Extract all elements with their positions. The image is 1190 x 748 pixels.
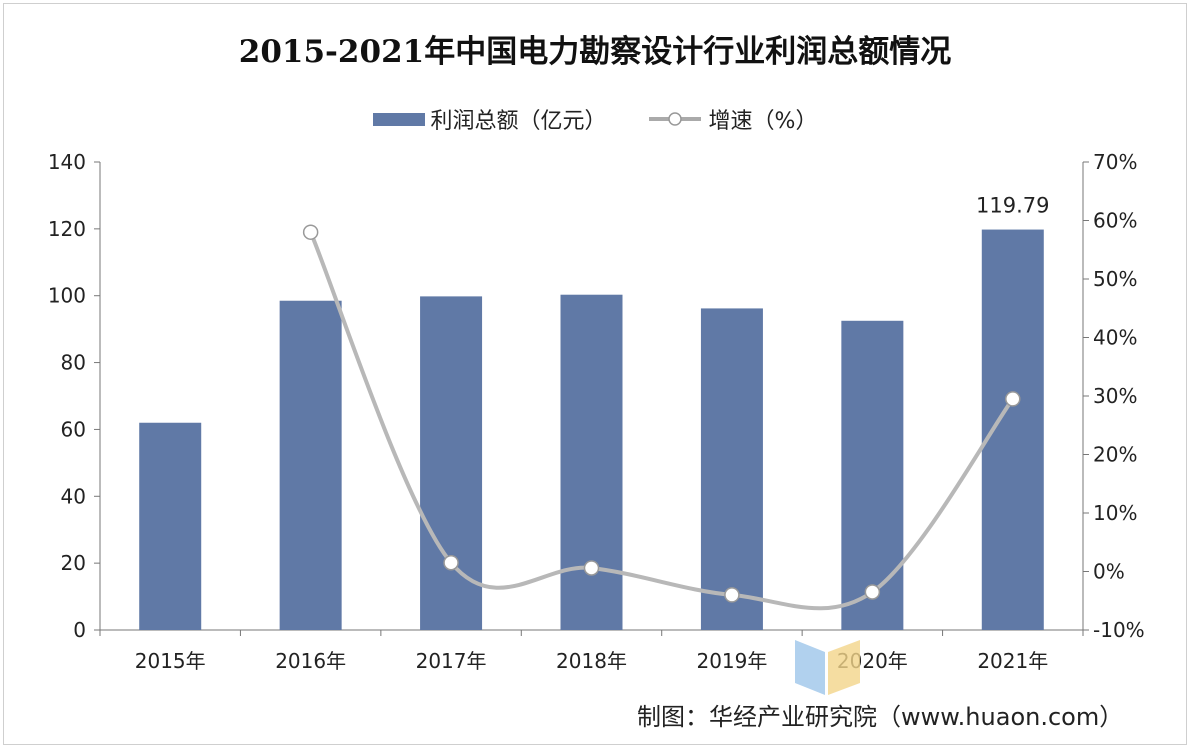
left-tick-label: 60 [61, 417, 86, 441]
x-tick-label: 2021年 [977, 649, 1048, 673]
right-tick-label: 0% [1093, 560, 1125, 584]
left-tick-label: 40 [61, 484, 86, 508]
legend-line-swatch [648, 112, 701, 126]
right-tick-label: 30% [1093, 384, 1137, 408]
bar [279, 300, 342, 630]
left-tick-label: 140 [48, 150, 86, 174]
growth-point [864, 584, 881, 600]
left-tick-label: 120 [48, 217, 86, 241]
right-tick-label: 50% [1093, 267, 1137, 291]
right-tick-label: -10% [1093, 618, 1145, 642]
growth-line [308, 231, 1015, 611]
legend-item-growth: 增速（%） [647, 103, 818, 135]
chart-title: 2015-2021年中国电力勘察设计行业利润总额情况 [238, 34, 952, 70]
legend-item-profit: 利润总额（亿元） [372, 103, 607, 135]
watermark-logo [828, 640, 860, 695]
growth-point [302, 224, 319, 240]
right-tick-label: 70% [1093, 150, 1137, 174]
left-tick-label: 0 [73, 618, 86, 642]
bar [841, 320, 904, 630]
right-tick-label: 10% [1093, 501, 1137, 525]
right-tick-label: 40% [1093, 326, 1137, 350]
x-tick-label: 2017年 [416, 649, 487, 673]
legend-bar-swatch [372, 112, 425, 126]
left-tick-label: 20 [61, 551, 86, 575]
legend-label: 利润总额（亿元） [430, 109, 607, 134]
x-tick-label: 2019年 [696, 649, 767, 673]
source-note: 制图：华经产业研究院（www.huaon.com） [637, 703, 1124, 731]
bar [700, 308, 763, 630]
legend-label: 增速（%） [708, 109, 818, 134]
watermark-logo [795, 640, 825, 695]
chart-frame [3, 3, 1187, 745]
bar [139, 422, 202, 630]
bar [420, 296, 483, 630]
bar [560, 294, 623, 630]
right-tick-label: 60% [1093, 209, 1137, 233]
growth-point [724, 587, 740, 603]
data-label: 119.79 [976, 194, 1049, 218]
x-tick-label: 2016年 [275, 649, 346, 673]
left-tick-label: 100 [48, 284, 86, 308]
growth-point [583, 560, 600, 576]
growth-point [443, 554, 459, 571]
x-tick-label: 2015年 [135, 649, 206, 673]
growth-point [1005, 391, 1021, 407]
legend: 利润总额（亿元） 增速（%） [0, 103, 1190, 135]
right-tick-label: 20% [1093, 443, 1137, 467]
left-tick-label: 80 [61, 351, 86, 375]
x-tick-label: 2018年 [556, 649, 627, 673]
